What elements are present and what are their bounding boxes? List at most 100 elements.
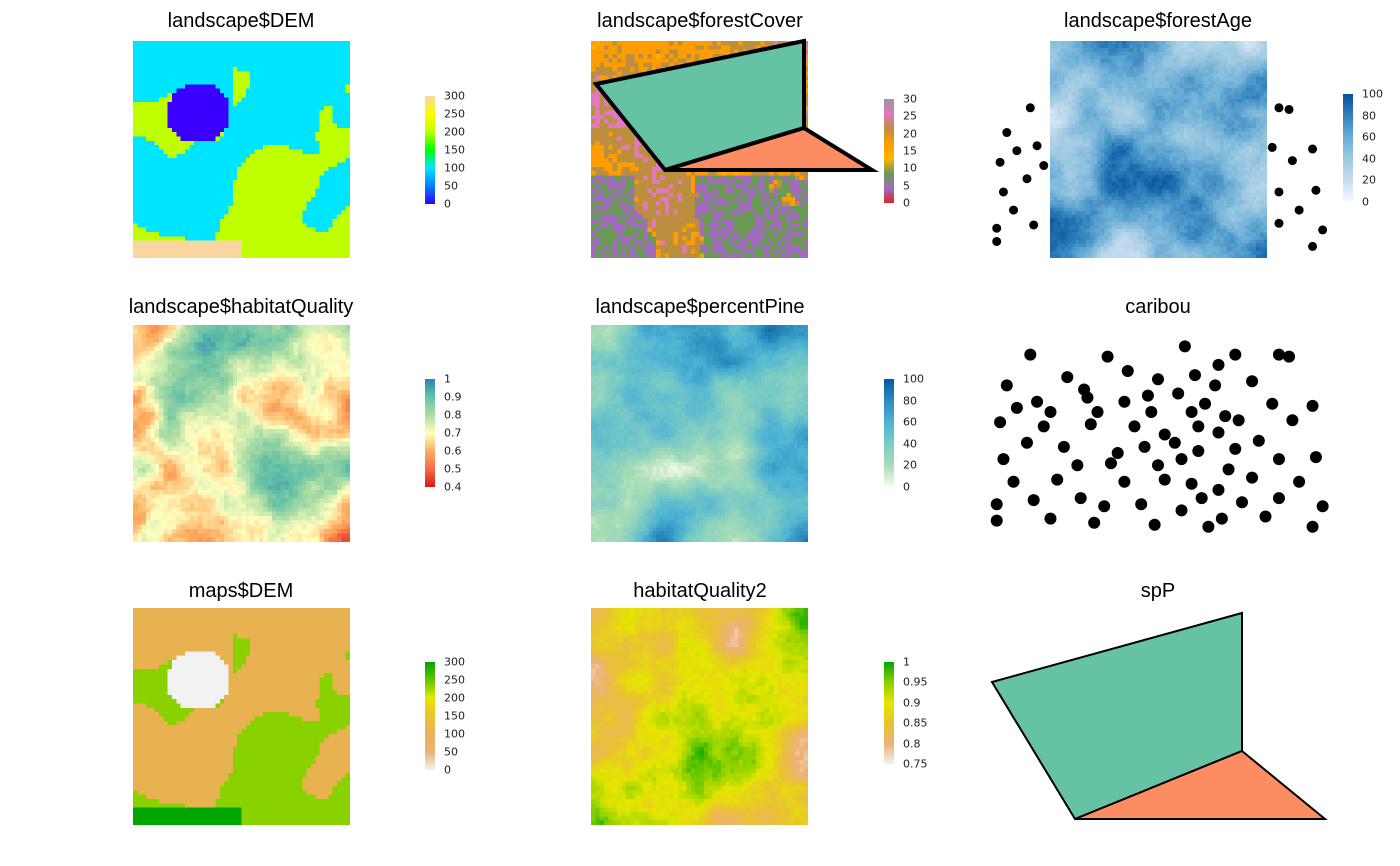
- caribou-point: [1168, 436, 1181, 449]
- legend-tick-label: 20: [903, 458, 917, 472]
- caribou-point: [1246, 471, 1259, 484]
- caribou-point: [1051, 473, 1064, 486]
- caribou-point: [1084, 418, 1097, 431]
- caribou-point: [1272, 453, 1285, 466]
- caribou-point: [1308, 241, 1318, 251]
- caribou-point: [1266, 397, 1279, 410]
- legend-colorbar: [425, 96, 435, 204]
- caribou-point: [1232, 414, 1245, 427]
- caribou-point: [1037, 420, 1050, 433]
- caribou-point: [1283, 350, 1296, 363]
- legend-tick-label: 0.75: [903, 757, 928, 771]
- caribou-point: [1148, 518, 1161, 531]
- polygon-orange: [664, 125, 880, 172]
- caribou-point: [1121, 365, 1134, 377]
- legend-tick-label: 30: [903, 92, 917, 106]
- caribou-point: [1061, 371, 1074, 384]
- legend-colorbar: [425, 379, 435, 487]
- caribou-point: [1135, 498, 1148, 511]
- caribou-point: [1293, 475, 1306, 488]
- legend-tick-label: 10: [903, 161, 917, 175]
- legend-tick-label: 15: [903, 144, 917, 158]
- legend-tick-label: 0.9: [903, 696, 921, 710]
- legend-tick-label: 40: [1362, 152, 1376, 166]
- caribou-point: [1024, 348, 1037, 361]
- forest-age-raster: [1050, 41, 1267, 258]
- caribou-point: [1029, 220, 1039, 230]
- panel-title: maps$DEM: [188, 580, 294, 602]
- caribou-point: [1309, 451, 1322, 464]
- legend-tick-label: 300: [444, 655, 465, 669]
- caribou-point: [998, 187, 1008, 197]
- caribou-point: [1158, 428, 1171, 441]
- legend-tick-label: 250: [444, 673, 465, 687]
- caribou-point: [1044, 512, 1057, 525]
- caribou-point: [1118, 395, 1131, 408]
- caribou-point: [1185, 477, 1198, 490]
- legend-tick-label: 0: [903, 196, 910, 210]
- caribou-point: [1009, 205, 1019, 215]
- caribou-point: [1044, 406, 1057, 418]
- caribou-point: [1091, 406, 1104, 418]
- caribou-point: [1272, 348, 1285, 361]
- caribou-point: [1158, 473, 1171, 486]
- legend-colorbar: [884, 662, 894, 764]
- legend-tick-label: 100: [444, 727, 465, 741]
- legend-tick-label: 1: [903, 655, 910, 669]
- legend-tick-label: 50: [444, 745, 458, 759]
- panel-title: landscape$habitatQuality: [128, 296, 354, 318]
- legend-tick-label: 0: [444, 197, 451, 211]
- caribou-point: [1229, 348, 1242, 361]
- caribou-point: [1098, 500, 1111, 513]
- caribou-point: [1212, 483, 1225, 496]
- caribou-point: [1195, 492, 1208, 505]
- legend-tick-label: 200: [444, 125, 465, 139]
- percent-pine-raster: [591, 325, 808, 542]
- caribou-point: [1192, 444, 1205, 457]
- legend-tick-label: 100: [903, 372, 924, 386]
- legend-tick-label: 0.8: [444, 408, 462, 422]
- caribou-point: [1202, 520, 1215, 533]
- caribou-point: [1274, 187, 1284, 197]
- caribou-point: [1039, 161, 1049, 171]
- caribou-point: [1185, 406, 1198, 418]
- caribou-point: [1111, 447, 1124, 459]
- caribou-point: [1308, 144, 1318, 154]
- caribou-point: [1286, 414, 1299, 427]
- legend-tick-label: 0: [444, 763, 451, 777]
- caribou-point: [1175, 453, 1188, 466]
- caribou-point: [1274, 103, 1284, 113]
- caribou-point: [1287, 156, 1297, 166]
- caribou-point: [1236, 496, 1248, 509]
- polygon-orange: [1074, 749, 1328, 820]
- legend-tick-label: 300: [444, 89, 465, 103]
- caribou-point: [1172, 387, 1185, 400]
- legend-tick-label: 0.9: [444, 390, 462, 404]
- caribou-point: [1252, 434, 1265, 447]
- caribou-point: [1152, 459, 1164, 472]
- caribou-point: [1145, 406, 1158, 418]
- panel-title: landscape$percentPine: [595, 296, 805, 318]
- legend-tick-label: 0: [903, 480, 910, 494]
- caribou-point: [1000, 379, 1013, 392]
- legend-tick-label: 20: [903, 127, 917, 141]
- legend-tick-label: 5: [903, 179, 910, 193]
- legend-colorbar: [884, 379, 894, 487]
- panel-title: habitatQuality2: [633, 580, 767, 602]
- caribou-point: [1272, 492, 1285, 505]
- caribou-point: [1212, 426, 1225, 439]
- caribou-point: [1104, 457, 1117, 470]
- habitat-quality2-raster: [591, 608, 808, 825]
- habitat-quality-raster: [133, 325, 350, 542]
- caribou-point: [990, 514, 1003, 527]
- caribou-point: [1025, 103, 1035, 113]
- legend-tick-label: 150: [444, 709, 465, 723]
- legend-tick-label: 60: [903, 415, 917, 429]
- caribou-point: [1141, 389, 1154, 402]
- legend-tick-label: 100: [444, 161, 465, 175]
- caribou-point: [1101, 350, 1114, 363]
- caribou-point: [1267, 142, 1277, 152]
